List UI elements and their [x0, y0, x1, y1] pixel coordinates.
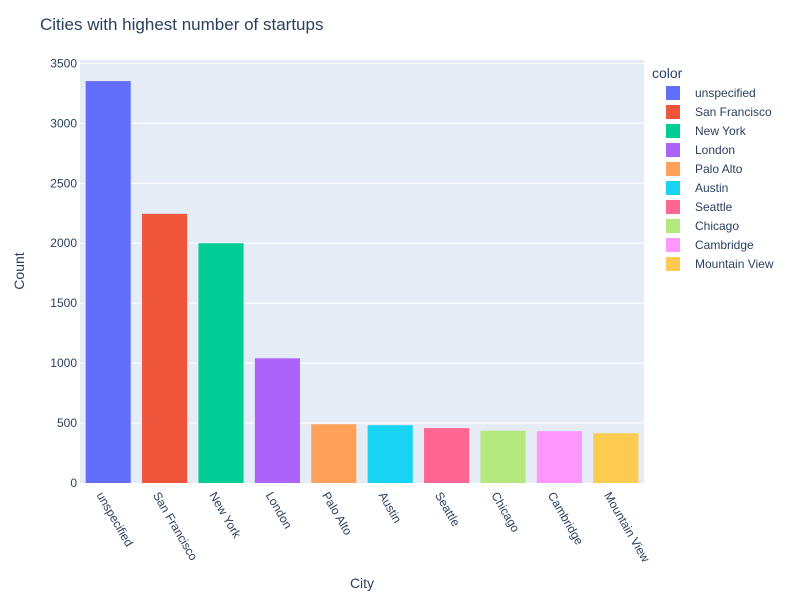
legend-swatch[interactable] [666, 181, 680, 195]
x-tick-label: Cambridge [545, 490, 587, 548]
y-axis-title: Count [11, 252, 27, 289]
legend-label[interactable]: New York [695, 124, 747, 138]
legend-label[interactable]: unspecified [695, 86, 756, 100]
x-tick-label: Mountain View [601, 490, 653, 565]
legend-label[interactable]: Cambridge [695, 238, 754, 252]
y-tick-label: 3500 [50, 56, 77, 70]
bar-unspecified[interactable] [85, 81, 131, 483]
legend-label[interactable]: San Francisco [695, 105, 772, 119]
legend-swatch[interactable] [666, 86, 680, 100]
bar-san-francisco[interactable] [142, 213, 188, 483]
y-tick-label: 1500 [50, 296, 77, 310]
legend-label[interactable]: Seattle [695, 200, 733, 214]
bar-new-york[interactable] [198, 243, 244, 483]
bar-london[interactable] [254, 358, 300, 483]
y-tick-label: 0 [70, 476, 77, 490]
bar-austin[interactable] [367, 425, 413, 483]
legend-swatch[interactable] [666, 219, 680, 233]
legend-swatch[interactable] [666, 105, 680, 119]
bar-cambridge[interactable] [536, 431, 582, 483]
chart-title: Cities with highest number of startups [40, 15, 323, 34]
y-tick-label: 2500 [50, 176, 77, 190]
bar-seattle[interactable] [424, 428, 470, 483]
x-tick-label: San Francisco [150, 490, 201, 564]
legend-label[interactable]: Chicago [695, 219, 739, 233]
legend-title: color [652, 65, 683, 81]
bar-chicago[interactable] [480, 430, 526, 483]
legend-label[interactable]: Palo Alto [695, 162, 743, 176]
legend-label[interactable]: London [695, 143, 735, 157]
bar-palo-alto[interactable] [311, 424, 357, 483]
y-tick-label: 500 [57, 416, 77, 430]
x-tick-label: New York [206, 490, 244, 542]
x-axis-ticks: unspecified San Francisco New York London Pa… [94, 490, 653, 565]
x-tick-label: Seattle [432, 490, 463, 530]
legend-swatch[interactable] [666, 162, 680, 176]
x-tick-label: Chicago [488, 490, 522, 535]
x-tick-label: Palo Alto [319, 490, 355, 538]
x-tick-label: London [263, 490, 295, 532]
legend-swatch[interactable] [666, 200, 680, 214]
legend-swatch[interactable] [666, 238, 680, 252]
y-tick-label: 3000 [50, 116, 77, 130]
legend-swatch[interactable] [666, 257, 680, 271]
y-tick-label: 2000 [50, 236, 77, 250]
y-axis-ticks: 0 500 1000 1500 2000 2500 3000 3500 [50, 56, 77, 490]
legend-label[interactable]: Mountain View [695, 257, 774, 271]
legend-swatch[interactable] [666, 124, 680, 138]
bar-mountain-view[interactable] [593, 433, 639, 483]
y-tick-label: 1000 [50, 356, 77, 370]
legend: unspecified San Francisco New York London Pa… [666, 86, 774, 271]
legend-swatch[interactable] [666, 143, 680, 157]
bars [85, 81, 639, 483]
x-tick-label: Austin [376, 490, 405, 526]
x-axis-title: City [350, 575, 374, 591]
x-tick-label: unspecified [94, 490, 136, 550]
legend-label[interactable]: Austin [695, 181, 728, 195]
